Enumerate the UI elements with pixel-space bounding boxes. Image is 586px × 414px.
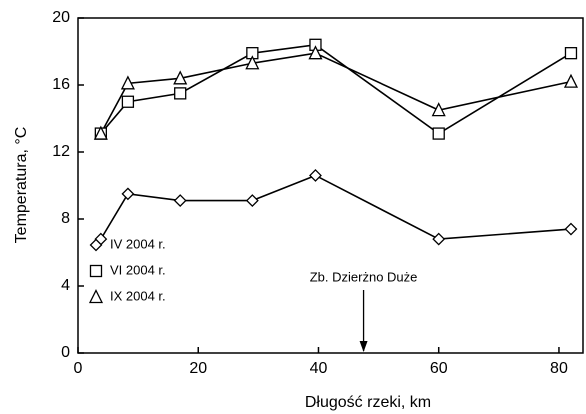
- marker: [88, 289, 104, 304]
- y-axis-label: Temperatura, °C: [13, 127, 30, 244]
- marker: [432, 232, 446, 246]
- marker: [93, 125, 108, 140]
- x-tick-label: 20: [189, 360, 207, 377]
- annotation-arrowhead: [359, 341, 368, 352]
- marker: [121, 95, 135, 108]
- marker: [309, 169, 322, 182]
- y-tick-label: 4: [61, 277, 70, 294]
- x-tick-label: 0: [74, 360, 83, 377]
- plot-frame: [77, 17, 584, 354]
- y-tick-label: 12: [52, 143, 70, 160]
- marker: [89, 264, 103, 278]
- marker: [563, 73, 579, 88]
- x-tick-label: 80: [550, 360, 568, 377]
- legend-label: IV 2004 r.: [110, 236, 166, 251]
- annotation: Zb. Dzierżno Duże: [310, 269, 418, 284]
- x-axis-label: Długość rzeki, km: [305, 394, 431, 411]
- series-line: [100, 52, 572, 134]
- y-tick-label: 8: [61, 210, 70, 227]
- marker: [308, 45, 323, 60]
- series-line: [100, 174, 572, 240]
- marker: [174, 87, 187, 100]
- marker: [173, 70, 188, 85]
- marker: [245, 55, 260, 70]
- x-tick-label: 60: [430, 360, 448, 377]
- marker: [173, 194, 187, 207]
- legend-label: IX 2004 r.: [110, 288, 166, 303]
- legend-label: VI 2004 r.: [110, 262, 166, 277]
- marker: [432, 127, 445, 140]
- marker: [89, 238, 103, 252]
- y-tick-label: 20: [52, 9, 70, 26]
- marker: [564, 222, 578, 236]
- y-tick-label: 0: [61, 344, 70, 361]
- marker: [120, 75, 135, 90]
- y-tick-label: 16: [52, 76, 70, 93]
- marker: [564, 47, 578, 60]
- marker: [121, 187, 135, 201]
- marker: [245, 194, 259, 207]
- series-line: [100, 43, 572, 135]
- x-tick-label: 40: [310, 360, 328, 377]
- marker: [431, 102, 446, 117]
